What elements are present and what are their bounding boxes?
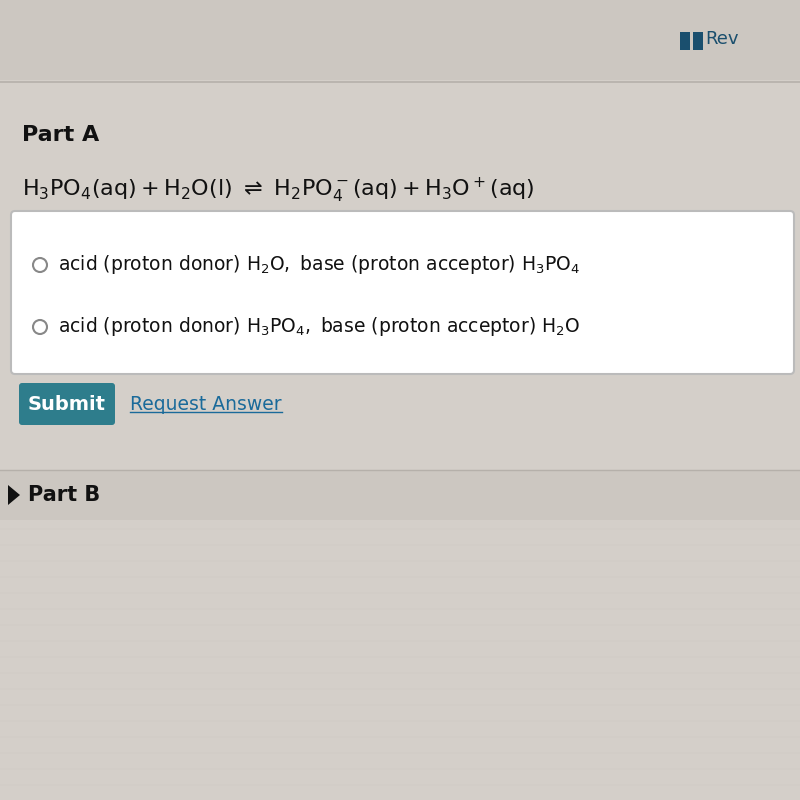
Text: $\mathrm{H_3PO_4(aq) + H_2O(l)\ \rightleftharpoons\ H_2PO_4^-(aq) + H_3O^+(aq)}$: $\mathrm{H_3PO_4(aq) + H_2O(l)\ \rightle…	[22, 175, 534, 205]
Text: $\mathrm{acid\ (proton\ donor)\ H_3PO_4,\ base\ (proton\ acceptor)\ H_2O}$: $\mathrm{acid\ (proton\ donor)\ H_3PO_4,…	[58, 315, 580, 338]
Text: Part A: Part A	[22, 125, 99, 145]
FancyBboxPatch shape	[11, 211, 794, 374]
FancyBboxPatch shape	[0, 0, 800, 80]
Polygon shape	[8, 485, 20, 505]
FancyBboxPatch shape	[0, 520, 800, 800]
Text: Rev: Rev	[705, 30, 738, 48]
FancyBboxPatch shape	[0, 470, 800, 520]
Text: Submit: Submit	[28, 394, 106, 414]
Text: Part B: Part B	[28, 485, 100, 505]
Text: Request Answer: Request Answer	[130, 394, 282, 414]
Bar	[680, 32, 690, 50]
FancyBboxPatch shape	[19, 383, 115, 425]
Text: $\mathrm{acid\ (proton\ donor)\ H_2O,\ base\ (proton\ acceptor)\ H_3PO_4}$: $\mathrm{acid\ (proton\ donor)\ H_2O,\ b…	[58, 254, 580, 277]
Bar	[693, 32, 703, 50]
